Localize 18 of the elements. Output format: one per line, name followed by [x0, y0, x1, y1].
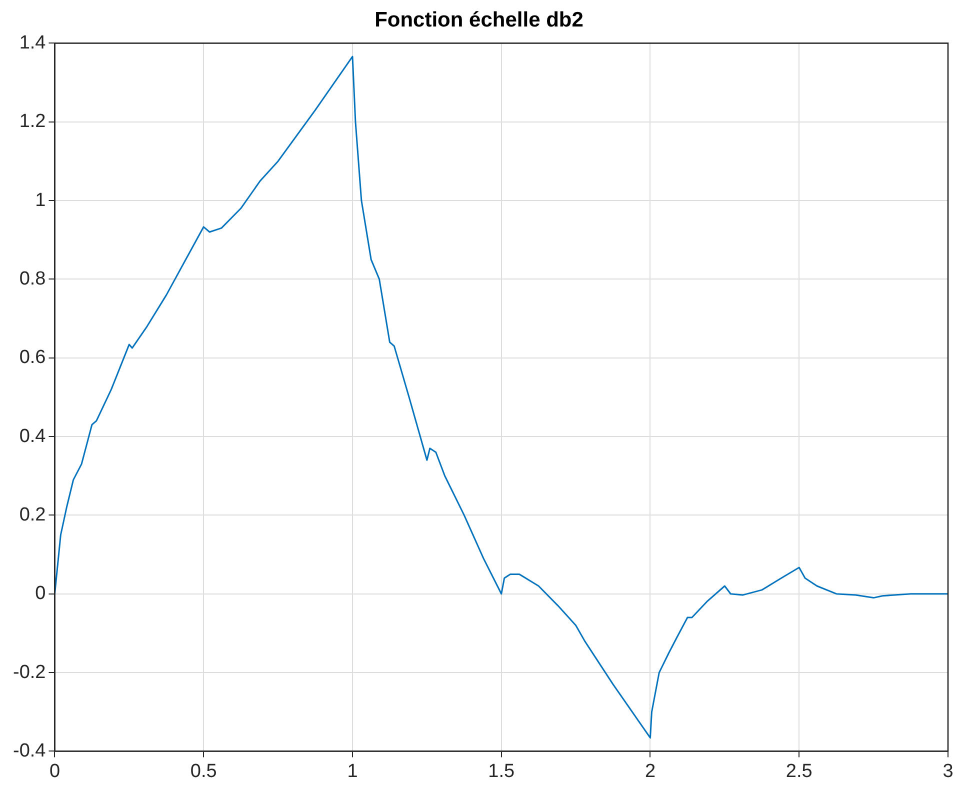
x-tick-label: 0 [49, 760, 60, 782]
x-tick-label: 3 [942, 760, 954, 782]
y-tick-label: -0.4 [12, 740, 46, 762]
y-tick-label: -0.2 [12, 662, 46, 683]
chart-title: Fonction échelle db2 [374, 8, 584, 32]
x-tick-label: 1.5 [488, 760, 515, 782]
x-tick-label: 0.5 [190, 760, 217, 782]
x-tick-label: 2.5 [786, 760, 812, 782]
y-tick-label: 0 [35, 583, 46, 604]
y-tick-label: 1 [35, 190, 46, 211]
y-tick-label: 0.8 [19, 268, 46, 290]
y-tick-label: 1.4 [19, 32, 46, 54]
y-tick-label: 0.4 [19, 426, 46, 447]
x-tick-label: 2 [644, 760, 656, 782]
y-tick-label: 0.2 [19, 504, 46, 526]
x-tick-label: 1 [347, 760, 358, 782]
y-tick-label: 0.6 [19, 347, 46, 368]
y-tick-label: 1.2 [19, 111, 46, 132]
